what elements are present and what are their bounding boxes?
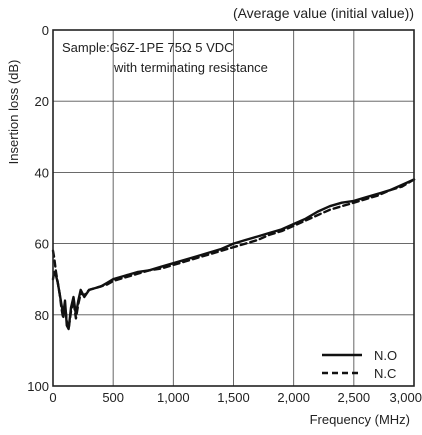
y-tick-label: 20 xyxy=(35,94,49,109)
y-tick-label: 40 xyxy=(35,165,49,180)
x-tick-label: 500 xyxy=(102,390,124,405)
y-axis-label: Insertion loss (dB) xyxy=(6,60,21,165)
series-group xyxy=(51,178,416,331)
x-tick-label: 1,500 xyxy=(217,390,250,405)
plot-frame xyxy=(52,29,415,387)
tick-labels: 0 500 1,000 1,500 2,000 2,500 3,000 0 20 40 60 80 10… xyxy=(27,23,422,405)
y-tick-label: 0 xyxy=(42,23,49,38)
grid-lines xyxy=(53,30,414,386)
y-tick-label: 100 xyxy=(27,379,49,394)
x-tick-label: 0 xyxy=(49,390,56,405)
series-line-n-c xyxy=(51,178,416,331)
chart-header: (Average value (initial value)) xyxy=(233,5,414,21)
annotation-sample: Sample:G6Z-1PE 75Ω 5 VDC xyxy=(62,40,234,55)
x-tick-label: 3,000 xyxy=(389,390,422,405)
y-tick-label: 80 xyxy=(35,308,49,323)
legend: N.O N.C xyxy=(322,348,397,381)
legend-label: N.C xyxy=(374,366,396,381)
x-axis-label: Frequency (MHz) xyxy=(310,412,410,427)
legend-label: N.O xyxy=(374,348,397,363)
x-tick-label: 2,500 xyxy=(338,390,371,405)
annotation-resistance: with terminating resistance xyxy=(113,60,268,75)
x-tick-label: 2,000 xyxy=(277,390,310,405)
y-tick-label: 60 xyxy=(35,237,49,252)
x-tick-label: 1,000 xyxy=(157,390,190,405)
annotation-group: Sample:G6Z-1PE 75Ω 5 VDC with terminatin… xyxy=(62,40,268,75)
